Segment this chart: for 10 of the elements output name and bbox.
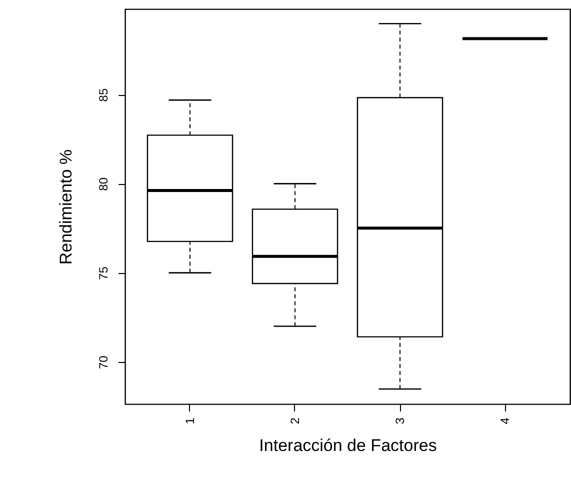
x-tick-label: 1 <box>182 417 197 424</box>
y-tick-label: 75 <box>96 266 110 280</box>
x-tick-label: 3 <box>393 417 407 424</box>
x-tick-label: 4 <box>498 417 512 424</box>
x-axis-title: Interacción de Factores <box>259 436 437 456</box>
y-tick-label: 85 <box>96 88 110 102</box>
y-tick-label: 80 <box>96 177 110 191</box>
y-axis-title: Rendimiento % <box>56 149 76 265</box>
y-tick-label: 70 <box>96 355 110 370</box>
x-tick-label: 2 <box>288 417 302 424</box>
